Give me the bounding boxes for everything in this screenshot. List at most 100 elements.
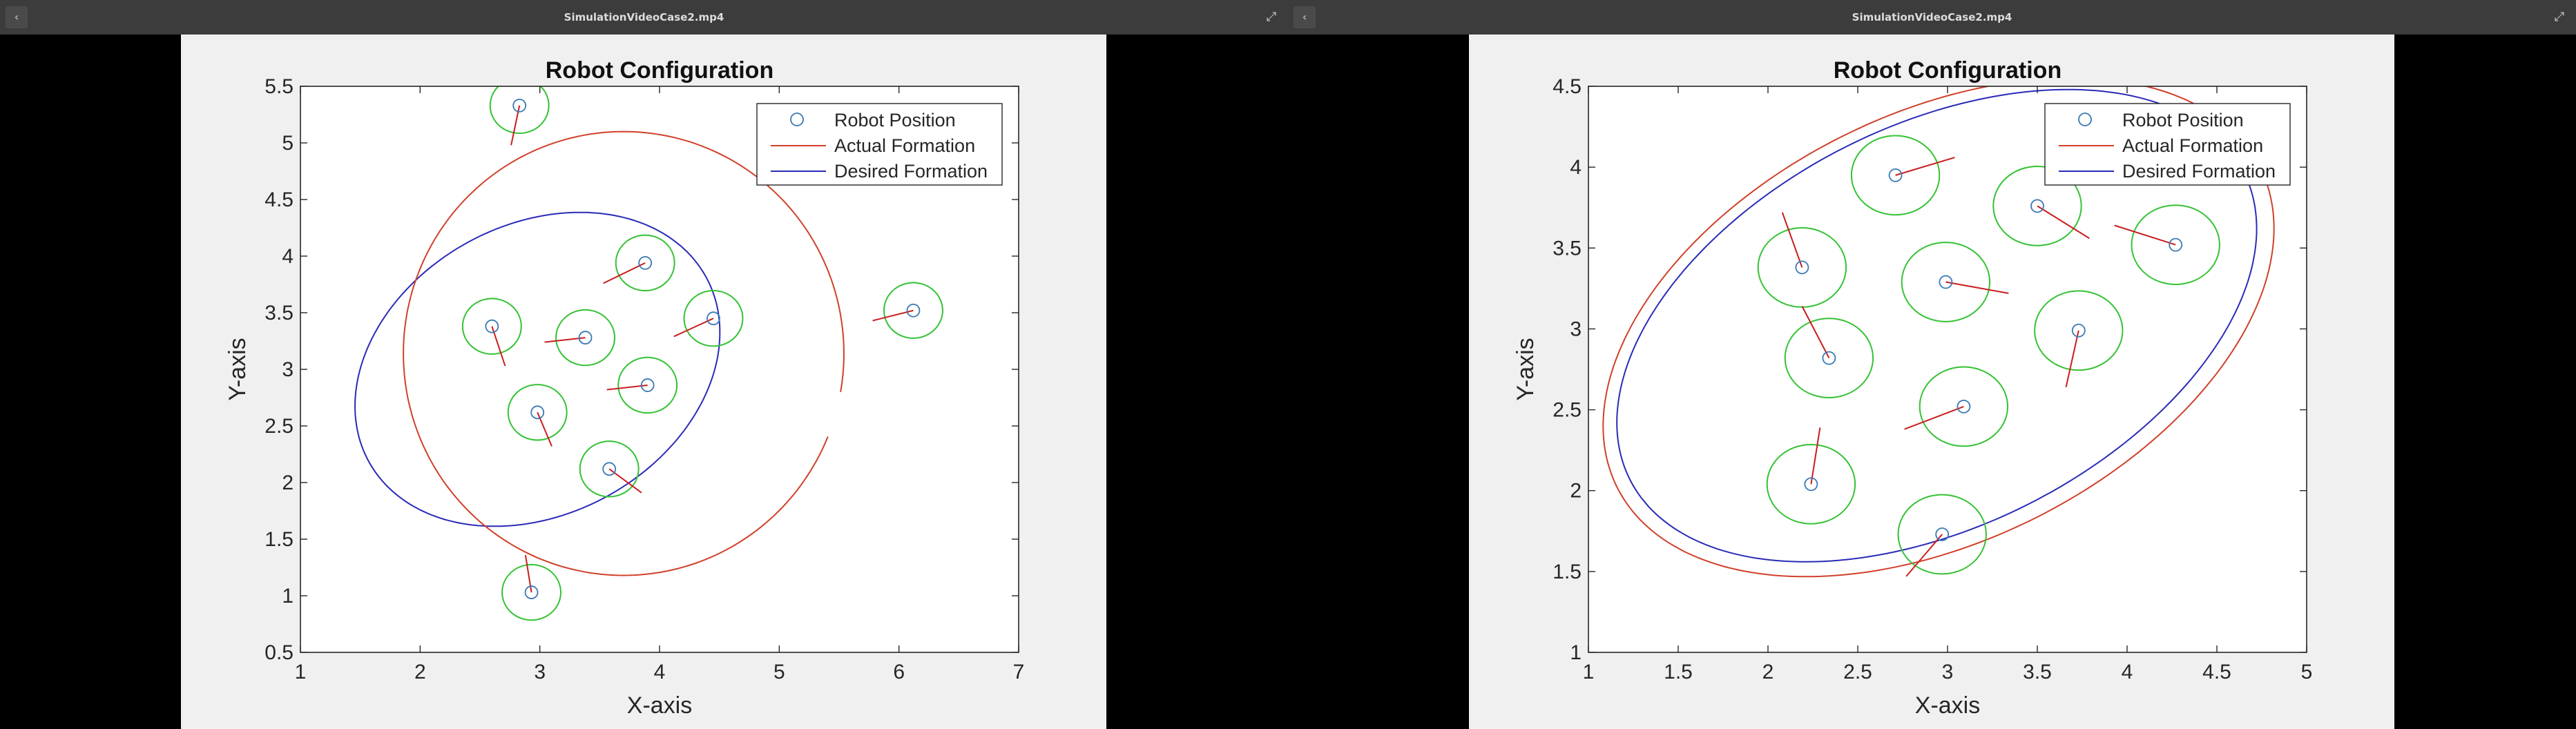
- x-tick-label: 4.5: [2202, 661, 2231, 683]
- legend-label: Desired Formation: [834, 161, 988, 182]
- robot-position-marker: [2030, 199, 2044, 213]
- robot-position-marker: [485, 319, 499, 333]
- plot-content: [1602, 86, 2275, 578]
- x-tick-label: 2: [414, 661, 426, 683]
- actual-formation-line: [403, 130, 845, 576]
- robot-position-marker: [602, 462, 617, 476]
- safety-circle: [1919, 366, 2009, 447]
- heading-line: [2114, 224, 2176, 246]
- video-pane-right: ‹ SimulationVideoCase2.mp4 ⤢ 1 1.5 2 2.5 3 3.…: [1288, 0, 2576, 729]
- robot-position-marker: [2071, 323, 2086, 338]
- robot-configuration-chart: 1 1.5 2 2.5 3 3.5 4 4.5 5 1 1.5 2 2.5 3 3.5 4 4.5 Robot C…: [1512, 57, 2313, 719]
- safety-circle: [883, 282, 943, 339]
- heading-line: [1895, 157, 1955, 176]
- x-tick-label: 7: [1013, 661, 1025, 683]
- expand-button[interactable]: ⤢: [1260, 6, 1282, 28]
- y-tick-label: 2: [282, 472, 294, 494]
- y-tick-label: 1: [282, 585, 294, 608]
- heading-line: [2037, 205, 2090, 240]
- expand-icon: ⤢: [2554, 10, 2565, 24]
- safety-circle: [2131, 204, 2220, 286]
- x-tick-label: 1: [295, 661, 307, 683]
- legend: Robot Position Actual Formation Desired Fo…: [756, 103, 1003, 186]
- safety-circle: [1897, 494, 1987, 575]
- x-tick-label: 2: [1762, 661, 1774, 683]
- x-tick-label: 3.5: [2023, 661, 2052, 683]
- x-tick-label: 4: [2122, 661, 2133, 683]
- robot-position-marker: [1795, 260, 1809, 275]
- robot-position-marker: [1957, 399, 1971, 414]
- safety-circle: [2034, 290, 2124, 371]
- robot-position-marker: [1935, 527, 1950, 541]
- back-button[interactable]: ‹: [6, 6, 28, 28]
- heading-line: [1801, 306, 1830, 359]
- x-tick-label: 3: [1942, 661, 1954, 683]
- heading-line: [2065, 330, 2079, 387]
- heading-line: [1810, 427, 1821, 485]
- robot-position-marker: [1939, 275, 1953, 289]
- legend-label: Robot Position: [834, 110, 956, 130]
- safety-circle: [579, 440, 640, 498]
- x-tick-label: 5: [2301, 661, 2313, 683]
- robot-position-marker: [578, 331, 593, 344]
- x-tick-label: 5: [773, 661, 785, 683]
- matlab-figure: 1 2 3 4 5 6 7 0.5 1 1.5 2 2.5 3 3.5 4 4.5 5 5.5 Robot Conf…: [181, 35, 1106, 729]
- y-tick-label: 1.5: [1553, 561, 1582, 583]
- safety-circle: [1901, 242, 1991, 322]
- legend-label: Desired Formation: [2122, 161, 2276, 182]
- legend-label: Robot Position: [2122, 110, 2244, 130]
- y-tick-label: 4.5: [265, 188, 294, 211]
- robot-position-marker: [640, 378, 655, 392]
- y-tick-label: 3: [282, 358, 294, 381]
- x-axis-label: X-axis: [1915, 692, 1980, 719]
- chevron-left-icon: ‹: [14, 10, 19, 23]
- y-axis-label: Y-axis: [1512, 338, 1539, 400]
- y-tick-label: 1: [1570, 641, 1582, 664]
- heading-line: [603, 262, 646, 284]
- legend: Robot Position Actual Formation Desired Fo…: [2044, 103, 2291, 186]
- y-axis-label: Y-axis: [224, 338, 251, 400]
- safety-circle: [501, 563, 561, 621]
- y-tick-label: 0.5: [265, 641, 294, 664]
- actual-formation-line: [1602, 86, 2275, 578]
- x-tick-label: 2.5: [1843, 661, 1872, 683]
- robot-position-marker: [1804, 477, 1818, 492]
- safety-circle: [1992, 165, 2082, 246]
- expand-button[interactable]: ⤢: [2548, 6, 2570, 28]
- y-tick-label: 5: [282, 132, 294, 155]
- y-tick-label: 3.5: [1553, 237, 1582, 260]
- heading-line: [1781, 212, 1803, 268]
- safety-circle: [617, 356, 678, 414]
- chart-title: Robot Configuration: [1834, 57, 2061, 84]
- safety-circle: [615, 234, 675, 292]
- robot-position-marker: [707, 311, 720, 326]
- x-tick-label: 4: [654, 661, 666, 683]
- safety-circle: [1766, 443, 1856, 525]
- robot-position-marker: [638, 255, 653, 270]
- safety-circle: [683, 290, 744, 347]
- safety-circle: [555, 309, 615, 367]
- robot-position-marker: [524, 585, 539, 599]
- heading-line: [872, 309, 914, 322]
- chevron-left-icon: ‹: [1302, 10, 1307, 23]
- back-button[interactable]: ‹: [1294, 6, 1316, 28]
- y-tick-label: 4: [1570, 156, 1582, 179]
- robot-position-marker: [2169, 237, 2183, 252]
- y-tick-label: 4.5: [1553, 75, 1582, 98]
- robot-position-marker: [1822, 351, 1836, 365]
- legend-label: Actual Formation: [2122, 135, 2263, 156]
- safety-circle: [1850, 135, 1941, 216]
- plot-content: [354, 86, 943, 621]
- y-tick-label: 4: [282, 245, 294, 268]
- window-title: SimulationVideoCase2.mp4: [564, 11, 724, 23]
- legend-robot-marker: [790, 113, 804, 126]
- robot-position-marker: [1888, 168, 1903, 182]
- video-pane-left: ‹ SimulationVideoCase2.mp4 ⤢ 1 2 3 4 5 6 7 0.5 1…: [0, 0, 1288, 729]
- legend-label: Actual Formation: [834, 135, 975, 156]
- robot-position-marker: [906, 303, 921, 318]
- safety-circle: [507, 384, 568, 441]
- y-tick-label: 1.5: [265, 528, 294, 551]
- heading-line: [491, 326, 506, 367]
- desired-formation-line: [1616, 88, 2258, 563]
